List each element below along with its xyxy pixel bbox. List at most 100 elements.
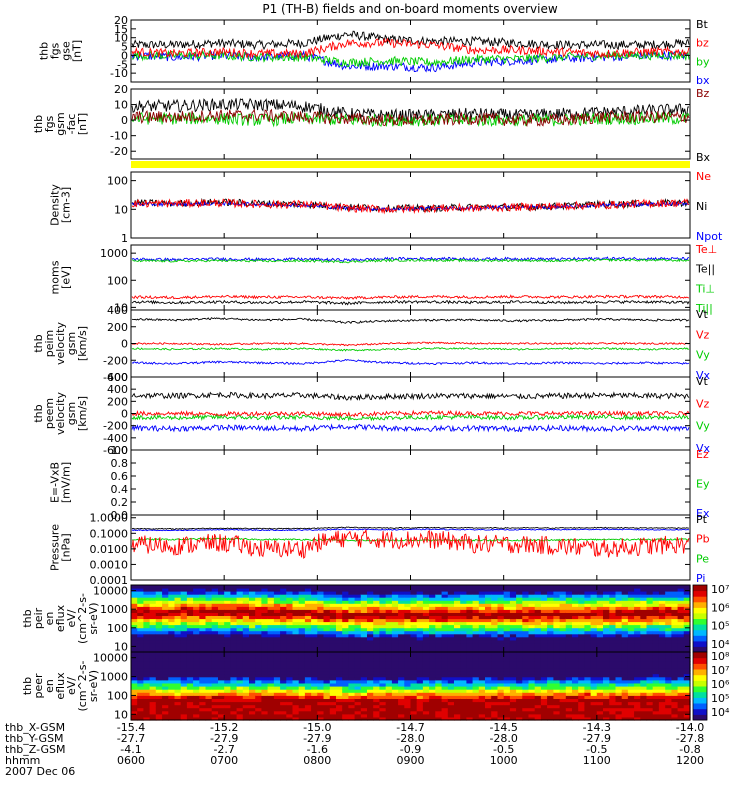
spectrogram-cell — [367, 695, 374, 699]
spectrogram-cell — [211, 627, 219, 632]
spectrogram-cell — [416, 664, 424, 669]
spectrogram-cell — [435, 689, 443, 693]
spectrogram-cell — [683, 686, 691, 690]
spectrogram-cell — [137, 618, 144, 623]
spectrogram-cell — [398, 698, 405, 703]
spectrogram-cell — [336, 591, 343, 595]
spectrogram-cell — [547, 615, 554, 620]
spectrogram-cell — [410, 609, 418, 613]
spectrogram-cell — [466, 645, 474, 650]
y-tick-label: 1000 — [100, 247, 128, 260]
spectrogram-cell — [249, 633, 256, 638]
spectrogram-cell — [385, 689, 393, 693]
colorbar-label: 10⁶ — [711, 678, 730, 691]
spectrogram-cell — [671, 689, 679, 693]
spectrogram-cell — [360, 642, 368, 647]
spectrogram-cell — [621, 588, 629, 592]
spectrogram-cell — [472, 676, 480, 681]
spectrogram-cell — [410, 704, 418, 709]
spectrogram-cell — [491, 594, 498, 598]
spectrogram-cell — [255, 655, 262, 659]
spectrogram-cell — [547, 627, 554, 632]
spectrogram-cell — [540, 618, 548, 623]
spectrogram-cell — [422, 649, 430, 653]
spectrogram-cell — [186, 692, 194, 696]
spectrogram-cell — [360, 667, 368, 672]
spectrogram-cell — [615, 679, 623, 684]
spectrogram-cell — [292, 664, 300, 669]
spectrogram-cell — [609, 652, 617, 656]
spectrogram-cell — [547, 676, 554, 681]
series-line-bz — [131, 108, 690, 128]
spectrogram-cell — [205, 695, 213, 699]
spectrogram-cell — [615, 710, 623, 715]
spectrogram-cell — [485, 612, 492, 616]
spectrogram-cell — [478, 639, 486, 644]
spectrogram-cell — [404, 658, 412, 662]
spectrogram-cell — [236, 588, 244, 592]
spectrogram-cell — [652, 661, 660, 665]
spectrogram-cell — [180, 603, 188, 607]
spectrogram-cell — [609, 670, 617, 675]
spectrogram-cell — [491, 695, 498, 699]
spectrogram-cell — [193, 710, 200, 715]
spectrogram-cell — [454, 591, 461, 595]
y-axis-label: [km/s] — [76, 396, 89, 431]
spectrogram-cell — [236, 615, 244, 620]
spectrogram-cell — [385, 618, 393, 623]
spectrogram-cell — [497, 600, 505, 604]
spectrogram-cell — [249, 630, 256, 635]
spectrogram-cell — [491, 710, 498, 715]
spectrogram-cell — [280, 636, 287, 641]
spectrogram-cell — [627, 591, 635, 595]
spectrogram-cell — [528, 704, 536, 709]
spectrogram-cell — [348, 597, 356, 601]
spectrogram-cell — [578, 621, 585, 626]
spectrogram-cell — [429, 624, 436, 629]
spectrogram-cell — [193, 676, 200, 681]
spectrogram-cell — [522, 588, 530, 592]
spectrogram-cell — [391, 609, 399, 613]
spectrogram-cell — [559, 695, 567, 699]
spectrogram-cell — [373, 658, 380, 662]
y-axis-label: [nPa] — [60, 533, 73, 561]
spectrogram-cell — [385, 639, 393, 644]
spectrogram-cell — [435, 692, 443, 696]
spectrogram-cell — [280, 624, 287, 629]
spectrogram-cell — [230, 682, 238, 687]
spectrogram-cell — [149, 679, 157, 684]
spectrogram-cell — [311, 673, 318, 678]
spectrogram-cell — [224, 636, 231, 641]
spectrogram-cell — [565, 667, 573, 672]
spectrogram-cell — [273, 600, 281, 604]
spectrogram-cell — [547, 609, 554, 613]
spectrogram-cell — [528, 676, 536, 681]
spectrogram-cell — [367, 624, 374, 629]
spectrogram-cell — [584, 661, 592, 665]
spectrogram-cell — [435, 591, 443, 595]
spectrogram-cell — [273, 624, 281, 629]
spectrogram-cell — [236, 701, 244, 706]
spectrogram-cell — [205, 609, 213, 613]
spectrogram-cell — [590, 633, 598, 638]
spectrogram-cell — [273, 664, 281, 669]
spectrogram-cell — [205, 600, 213, 604]
spectrogram-cell — [596, 618, 604, 623]
spectrogram-cell — [174, 591, 182, 595]
spectrogram-cell — [255, 682, 262, 687]
spectrogram-cell — [677, 612, 685, 616]
spectrogram-cell — [460, 710, 467, 715]
spectrogram-cell — [205, 716, 213, 721]
spectrogram-cell — [454, 615, 461, 620]
spectrogram-cell — [143, 716, 151, 721]
spectrogram-cell — [329, 645, 337, 650]
spectrogram-cell — [286, 652, 294, 656]
spectrogram-cell — [137, 652, 144, 656]
spectrogram-cell — [367, 692, 374, 696]
spectrogram-cell — [559, 716, 567, 721]
spectrogram-cell — [516, 627, 523, 632]
spectrogram-cell — [137, 676, 144, 681]
spectrogram-cell — [603, 707, 610, 712]
y-tick-label: 0 — [121, 338, 128, 351]
spectrogram-cell — [485, 615, 492, 620]
